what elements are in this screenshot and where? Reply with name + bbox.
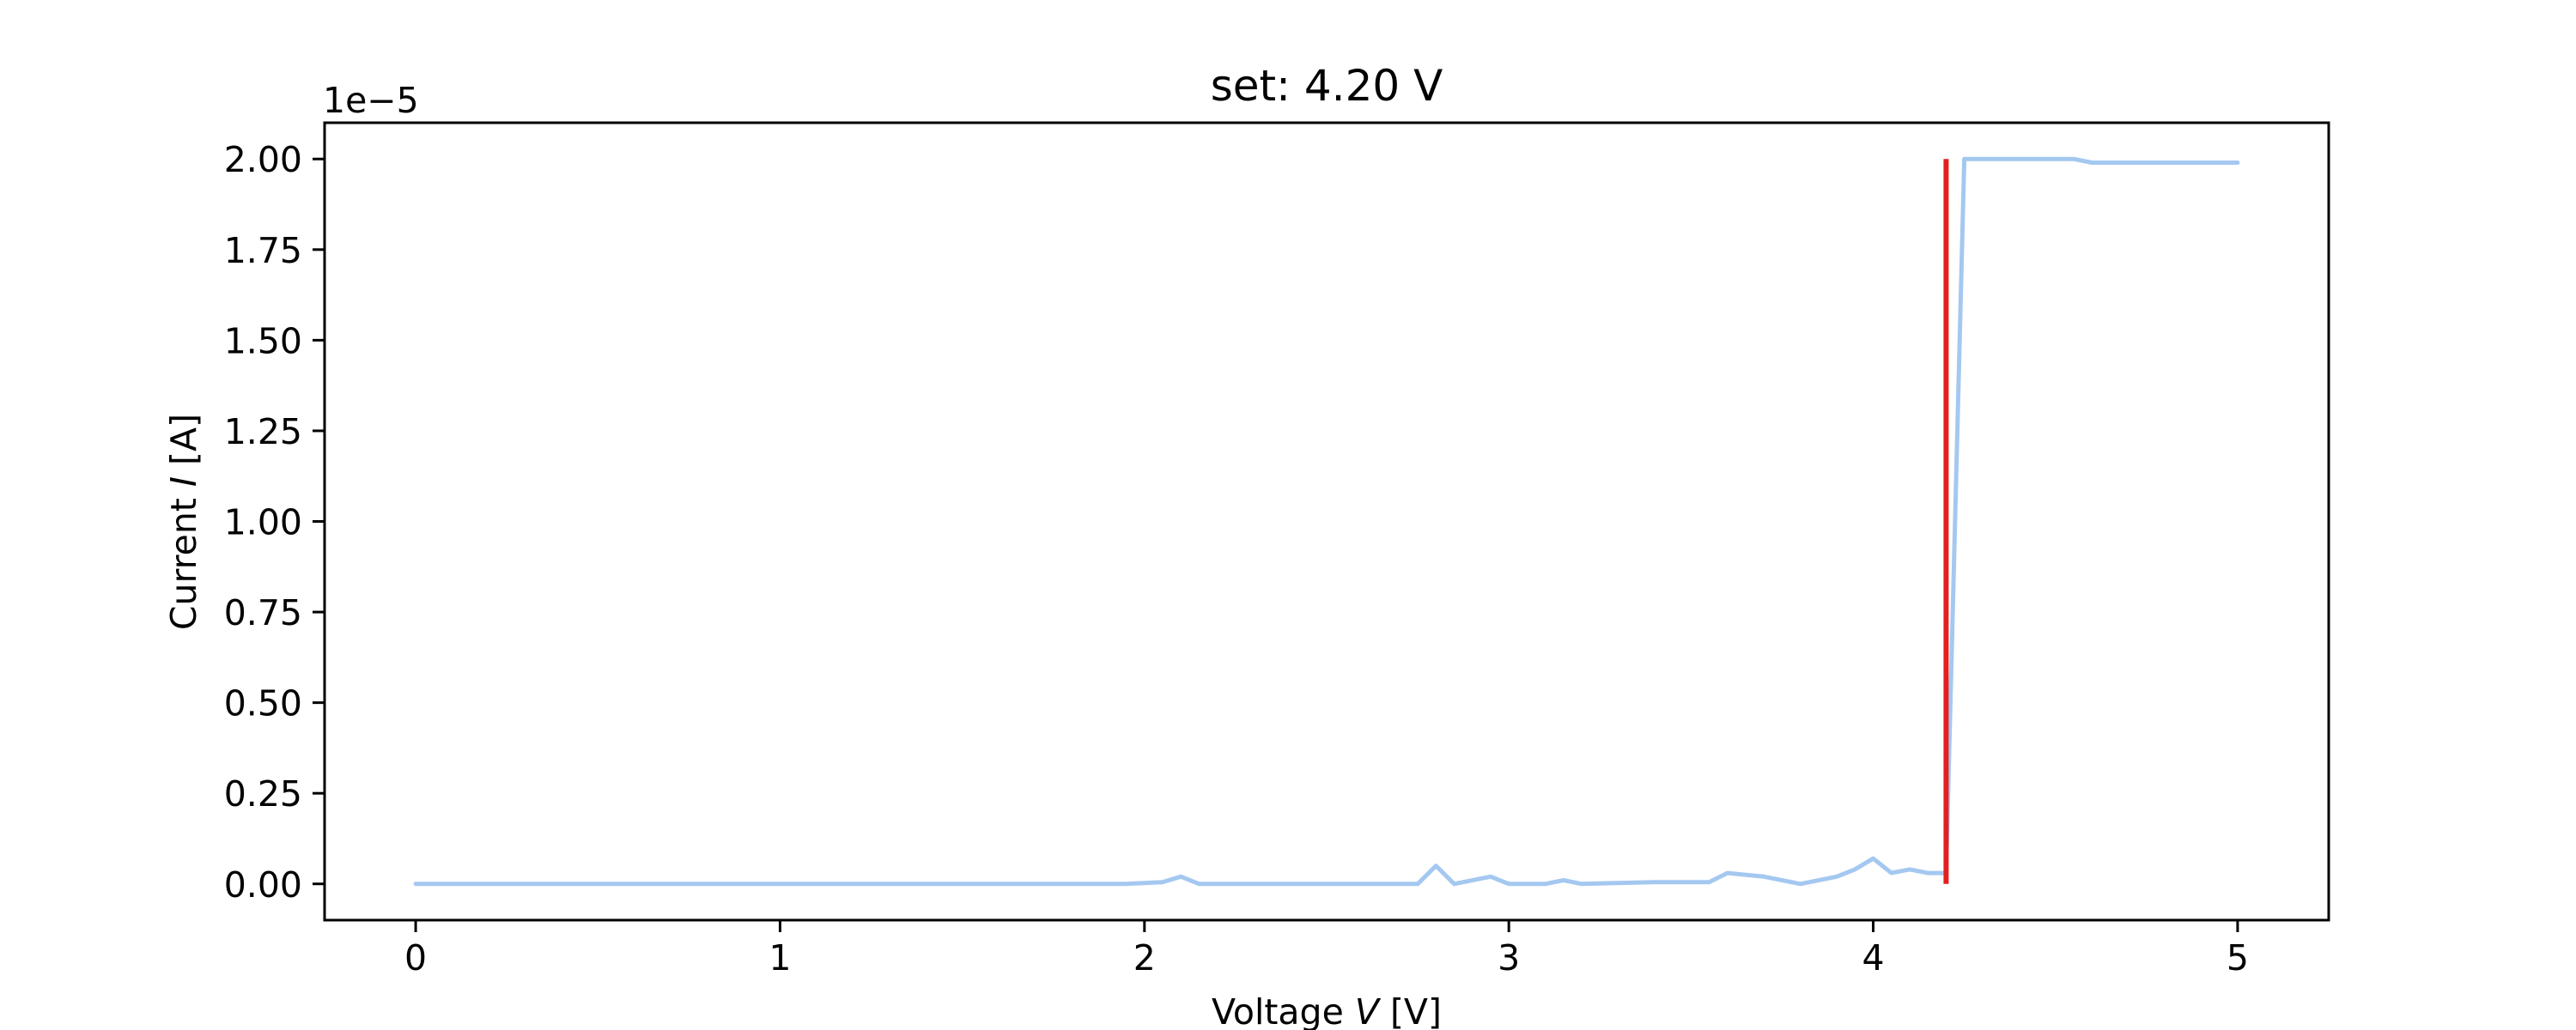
y-axis-label: Current I [A] xyxy=(163,414,204,630)
x-axis-label-variable: V xyxy=(1355,991,1382,1030)
x-tick-label: 2 xyxy=(1133,937,1156,978)
y-axis-label-text: Current xyxy=(163,487,204,630)
x-axis-label-text: Voltage xyxy=(1212,991,1355,1030)
x-axis-label: Voltage V [V] xyxy=(1212,991,1442,1030)
plot-area: 0 1 2 3 4 5 0.00 0.25 0.50 0.75 1.00 1.25 1.50 1.75 2.… xyxy=(224,121,2330,978)
y-tick-label: 0.25 xyxy=(224,773,302,815)
x-tick-label: 3 xyxy=(1498,937,1520,978)
axes-frame xyxy=(323,121,2330,922)
x-axis-label-unit: [V] xyxy=(1379,991,1442,1030)
x-tick-label: 1 xyxy=(769,937,791,978)
y-offset-text: 1e−5 xyxy=(323,80,419,121)
y-tick-label: 0.00 xyxy=(224,864,302,906)
y-tick-label: 1.75 xyxy=(224,230,302,271)
y-tick-label: 1.00 xyxy=(224,502,302,543)
y-tick-label: 1.50 xyxy=(224,320,302,361)
x-tick-label: 5 xyxy=(2227,937,2249,978)
y-tick-label: 0.50 xyxy=(224,683,302,724)
x-tick-label: 4 xyxy=(1862,937,1884,978)
iv-curve xyxy=(413,156,2240,887)
chart-title: set: 4.20 V xyxy=(1211,61,1443,111)
y-tick-label: 1.25 xyxy=(224,411,302,452)
y-tick-label: 0.75 xyxy=(224,592,302,633)
y-axis-label-variable: I xyxy=(163,476,204,487)
y-axis-label-unit: [A] xyxy=(163,414,204,476)
x-tick-label: 0 xyxy=(404,937,427,978)
y-tick-label: 2.00 xyxy=(224,139,302,180)
